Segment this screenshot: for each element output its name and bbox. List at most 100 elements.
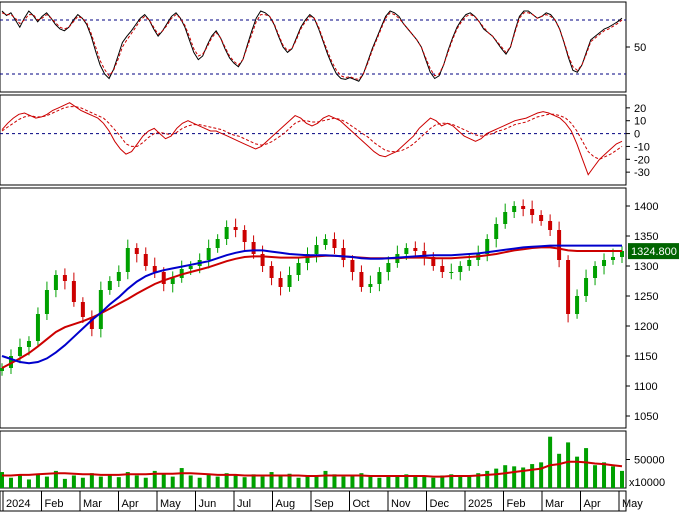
volume-bar [557,453,562,488]
price-candle-body [107,281,112,290]
price-candle-body [152,266,157,272]
volume-bar [98,476,103,488]
price-candle-body [404,248,409,254]
price-frame [0,187,627,429]
price-candle-body [620,251,624,257]
price-tick-label: 1300 [634,261,658,273]
price-candle-body [440,266,445,272]
price-candle-body [35,314,40,341]
price-panel: 1400 1350 1300 1250 1200 1150 1100 1050 1324.800 [0,187,679,429]
volume-bar [341,476,346,488]
volume-bar [8,477,13,488]
price-candle-body [512,206,517,212]
macd-tick-label: -10 [634,141,650,153]
x-axis-label: Feb [45,498,64,510]
macd-tick-label: 20 [634,103,646,115]
price-candle-body [143,254,148,266]
volume-bar [35,473,40,488]
price-candle-body [188,266,193,269]
volume-bar [215,476,220,488]
volume-bar [251,474,256,488]
price-candle-body [260,254,265,266]
volume-bar [224,473,229,488]
x-axis-label: Feb [507,498,526,510]
volume-bar [170,476,175,488]
price-candle-body [89,317,94,329]
price-candle-body [521,206,526,209]
volume-bar [422,476,427,488]
x-axis-label: Dec [430,498,450,510]
volume-bar [0,472,4,488]
volume-bar [89,473,94,488]
macd-frame [0,94,627,186]
price-tick-label: 1400 [634,201,658,213]
volume-ma-line [2,460,623,478]
price-candle-body [386,263,391,272]
volume-bar [116,477,121,488]
volume-bar [26,479,31,488]
price-candle-body [287,275,292,287]
volume-tick-label: 50000 [634,455,665,467]
volume-bar [71,475,76,488]
price-candle-body [494,224,499,239]
volume-bar [233,475,238,488]
price-candle-body [215,239,220,248]
x-axis-label: Apr [584,498,601,510]
volume-bar [386,475,391,488]
x-axis-label: Nov [391,498,411,510]
price-candle-body [413,248,418,251]
volume-bar [611,466,616,488]
price-candle-body [575,296,580,314]
macd-tick-label: 10 [634,116,646,128]
price-candle-body [71,281,76,302]
volume-bar [260,476,265,488]
volume-bar [602,462,607,488]
price-candle-body [539,215,544,221]
volume-bar [413,475,418,488]
price-candle-body [206,248,211,260]
price-candle-body [0,368,4,371]
x-axis-label: Mar [545,498,564,510]
volume-bar [566,442,571,488]
price-candle-body [359,272,364,287]
macd-tick-label: -20 [634,154,650,166]
volume-bar [179,468,184,488]
volume-bar [467,475,472,488]
price-candle-body [26,341,31,347]
price-candle-body [251,242,256,254]
price-candle-body [566,260,571,314]
price-candle-body [8,356,13,368]
stochastic-d-line [1,12,623,80]
price-tick-label: 1200 [634,321,658,333]
volume-bar [314,476,319,488]
macd-tick-label: -30 [634,167,650,179]
price-candle-body [242,230,247,242]
volume-bar [548,436,553,488]
price-candle-body [125,248,130,272]
volume-bar [80,477,85,488]
volume-bar [593,465,598,488]
price-candle-body [467,260,472,266]
price-ma-long-line [1,246,622,369]
price-candle-body [485,239,490,254]
price-candle-body [449,272,454,273]
volume-bar [377,477,382,488]
volume-bar [53,470,58,488]
volume-unit-label: x10000 [629,477,665,489]
volume-bar [503,465,508,488]
volume-bar [521,467,526,488]
price-candle-body [584,278,589,296]
macd-tick-label: 0 [634,129,640,141]
volume-bar [584,448,589,488]
macd-signal-line [1,106,623,160]
price-candle-body [314,245,319,254]
price-candle-body [368,284,373,287]
volume-bar [197,477,202,488]
price-candle-body [53,275,58,290]
price-candle-body [224,227,229,239]
volume-bar [395,476,400,488]
volume-bar [62,478,67,488]
volume-bar [359,473,364,488]
